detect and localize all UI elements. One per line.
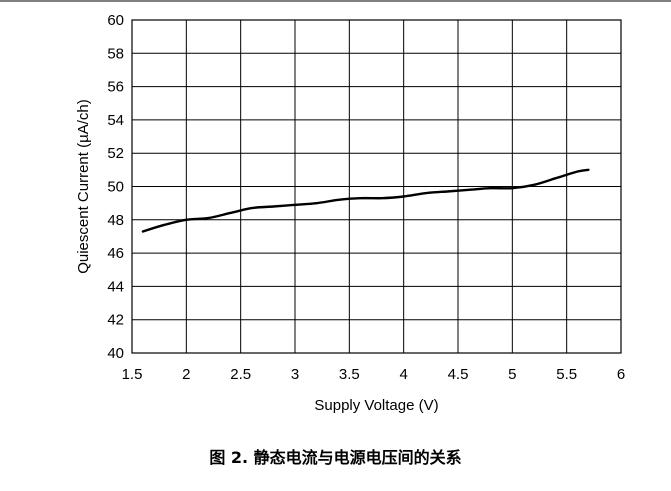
grid-lines [131, 19, 622, 354]
x-tick-label: 4.5 [448, 366, 469, 383]
y-tick-label: 58 [107, 45, 124, 62]
figure-caption: 图 2. 静态电流与电源电压间的关系 [209, 448, 462, 467]
y-tick-label: 60 [107, 12, 124, 29]
x-tick-labels: 1.5 2 2.5 3 3.5 4 4.5 5 5.5 6 [122, 366, 626, 383]
y-tick-label: 50 [107, 179, 124, 196]
y-tick-label: 46 [107, 245, 124, 262]
y-tick-label: 42 [107, 312, 124, 329]
y-tick-label: 48 [107, 212, 124, 229]
y-axis-label: Quiescent Current (µA/ch) [75, 99, 92, 274]
x-tick-label: 1.5 [122, 366, 143, 383]
y-tick-label: 44 [107, 278, 124, 295]
x-tick-label: 5.5 [556, 366, 577, 383]
x-tick-label: 4 [399, 366, 407, 383]
series-line [141, 168, 590, 233]
x-tick-label: 2 [182, 366, 190, 383]
y-tick-label: 40 [107, 345, 124, 362]
y-tick-labels: 40 42 44 46 48 50 52 54 56 58 60 [107, 12, 124, 362]
x-tick-label: 6 [617, 366, 625, 383]
x-tick-label: 2.5 [230, 366, 251, 383]
y-tick-label: 56 [107, 79, 124, 96]
x-axis-label: Supply Voltage (V) [314, 397, 438, 414]
x-tick-label: 5 [508, 366, 516, 383]
x-tick-label: 3 [291, 366, 299, 383]
plot-frame [131, 19, 622, 354]
y-tick-label: 52 [107, 145, 124, 162]
x-tick-label: 3.5 [339, 366, 360, 383]
y-tick-label: 54 [107, 112, 124, 129]
